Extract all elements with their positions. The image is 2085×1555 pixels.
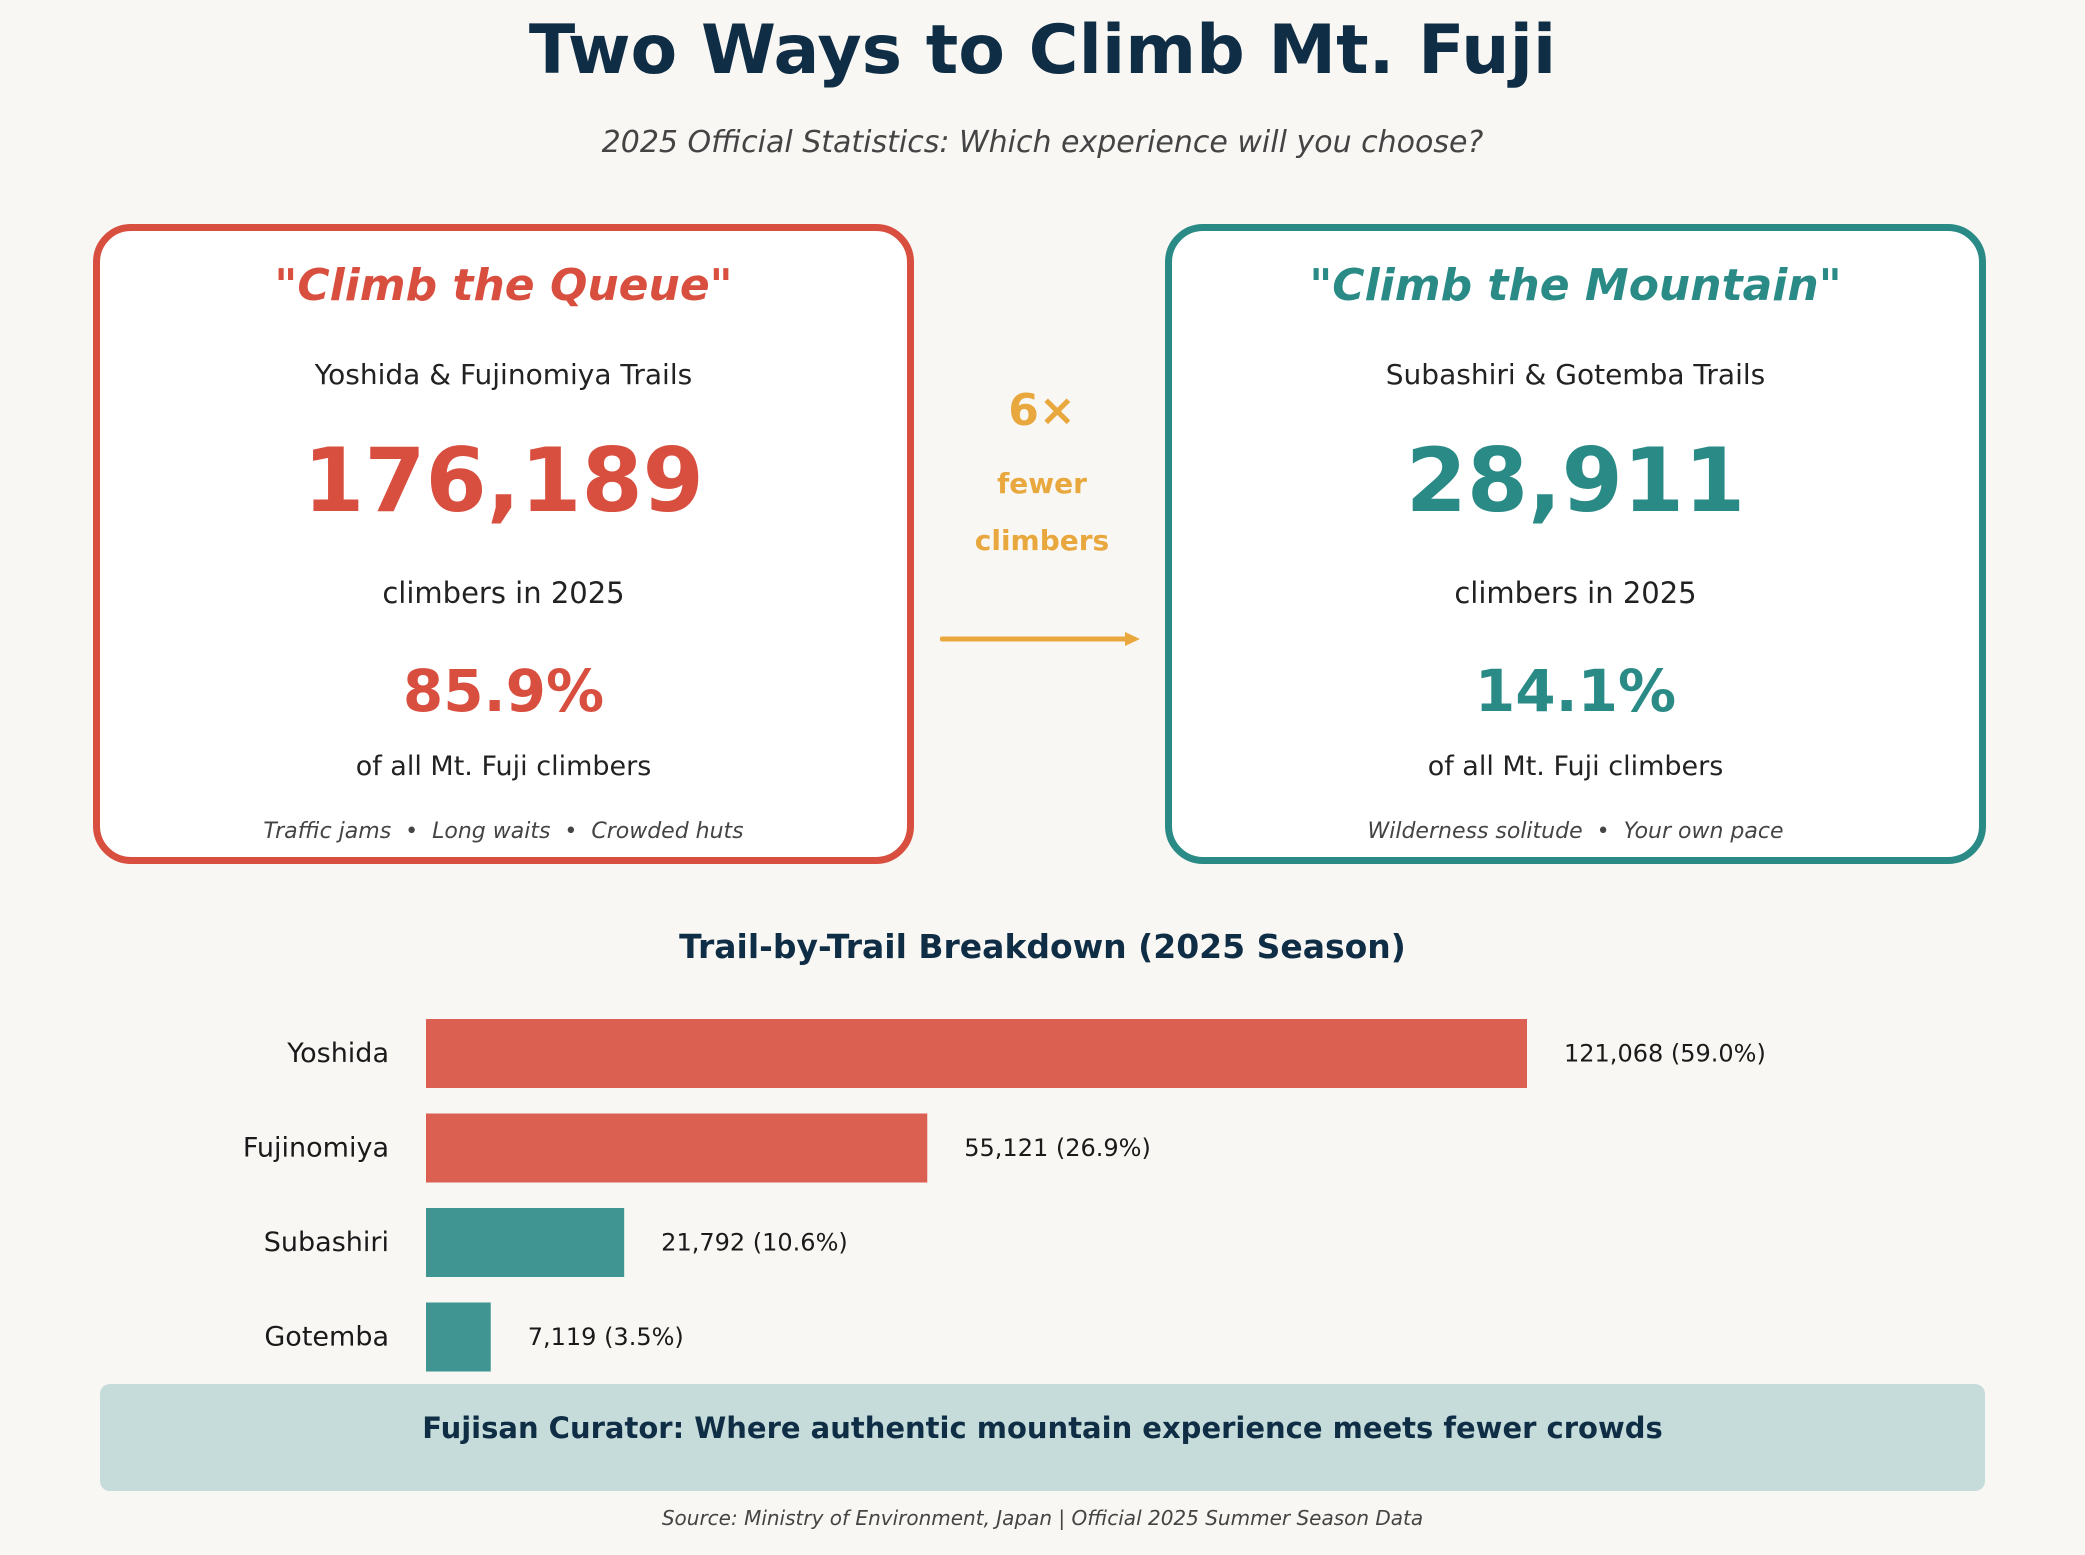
source-note: Source: Ministry of Environment, Japan |… <box>661 1506 1424 1530</box>
bar-subashiri <box>426 1208 625 1277</box>
queue-card-count-caption: climbers in 2025 <box>382 576 625 610</box>
bar-category-label: Gotemba <box>264 1322 389 1353</box>
bar-category-label: Yoshida <box>286 1038 389 1069</box>
bar-value-label: 7,119 (3.5%) <box>528 1323 684 1351</box>
mountain-card-trails: Subashiri & Gotemba Trails <box>1385 358 1766 391</box>
queue-card-trails: Yoshida & Fujinomiya Trails <box>314 358 693 391</box>
mountain-card: "Climb the Mountain" Subashiri & Gotemba… <box>1165 224 1986 864</box>
page-title: Two Ways to Climb Mt. Fuji <box>528 11 1557 90</box>
mountain-card-tags: Wilderness solitude • Your own pace <box>1367 819 1784 844</box>
banner-text: Fujisan Curator: Where authentic mountai… <box>422 1411 1663 1445</box>
comparison-line2: climbers <box>974 524 1110 557</box>
bar-value-label: 121,068 (59.0%) <box>1564 1040 1766 1068</box>
queue-card-percent-caption: of all Mt. Fuji climbers <box>355 751 652 782</box>
comparison-arrow-icon <box>940 632 1140 646</box>
mountain-card-heading: "Climb the Mountain" <box>1309 260 1842 311</box>
mountain-card-count-caption: climbers in 2025 <box>1454 576 1697 610</box>
mountain-card-percent-caption: of all Mt. Fuji climbers <box>1427 751 1724 782</box>
trail-bar-chart: Yoshida 121,068 (59.0%) Fujinomiya 55,121 (… <box>243 1019 1766 1372</box>
banner: Fujisan Curator: Where authentic mountai… <box>100 1384 1985 1491</box>
bar-value-label: 55,121 (26.9%) <box>964 1134 1151 1162</box>
comparison-line1: fewer <box>997 467 1087 500</box>
queue-card-percent: 85.9% <box>402 657 605 725</box>
mountain-card-count: 28,911 <box>1405 429 1746 532</box>
comparison-factor: 6× <box>1008 385 1076 436</box>
queue-card-heading: "Climb the Queue" <box>274 260 733 311</box>
bar-value-label: 21,792 (10.6%) <box>661 1229 848 1257</box>
bar-gotemba <box>426 1302 491 1372</box>
page-subtitle: 2025 Official Statistics: Which experien… <box>601 125 1484 160</box>
bar-fujinomiya <box>426 1113 928 1183</box>
chart-title: Trail-by-Trail Breakdown (2025 Season) <box>679 927 1406 966</box>
queue-card-count: 176,189 <box>303 429 704 532</box>
queue-card: "Climb the Queue" Yoshida & Fujinomiya T… <box>93 224 914 864</box>
bar-yoshida <box>426 1019 1527 1088</box>
mountain-card-percent: 14.1% <box>1474 657 1677 725</box>
queue-card-tags: Traffic jams • Long waits • Crowded huts <box>263 819 744 844</box>
bar-category-label: Subashiri <box>264 1227 389 1258</box>
bar-category-label: Fujinomiya <box>243 1133 389 1164</box>
